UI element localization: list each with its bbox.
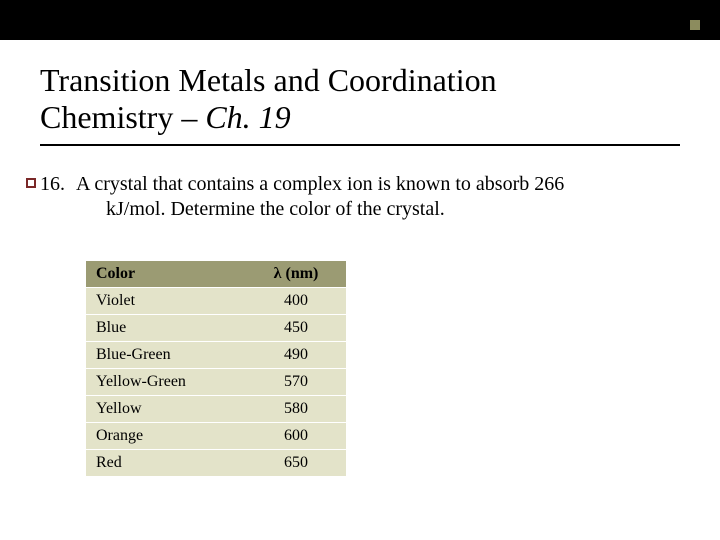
col-header-color: Color: [86, 261, 246, 288]
top-bar: [0, 0, 720, 40]
table-row: Orange 600: [86, 423, 346, 450]
table-row: Yellow-Green 570: [86, 369, 346, 396]
slide: Transition Metals and Coordination Chemi…: [0, 0, 720, 540]
accent-square-icon: [690, 20, 700, 30]
cell-lambda: 450: [246, 315, 346, 342]
title-line1: Transition Metals and Coordination: [40, 62, 497, 98]
question-marker: 16.: [40, 172, 76, 197]
table-row: Red 650: [86, 450, 346, 477]
col-header-lambda: λ (nm): [246, 261, 346, 288]
title-underline: [40, 144, 680, 146]
title-block: Transition Metals and Coordination Chemi…: [40, 62, 680, 146]
cell-lambda: 650: [246, 450, 346, 477]
question-row: 16. A crystal that contains a complex io…: [40, 172, 680, 222]
body: 16. A crystal that contains a complex io…: [40, 172, 680, 222]
color-table-wrap: Color λ (nm) Violet 400 Blue 450 Blue-Gr…: [86, 260, 346, 477]
question-number: 16.: [40, 172, 65, 197]
cell-lambda: 600: [246, 423, 346, 450]
cell-color: Violet: [86, 288, 246, 315]
cell-color: Orange: [86, 423, 246, 450]
slide-title: Transition Metals and Coordination Chemi…: [40, 62, 680, 136]
cell-lambda: 570: [246, 369, 346, 396]
color-wavelength-table: Color λ (nm) Violet 400 Blue 450 Blue-Gr…: [86, 260, 346, 477]
table-row: Violet 400: [86, 288, 346, 315]
question-line2: kJ/mol. Determine the color of the cryst…: [76, 197, 680, 222]
cell-color: Yellow: [86, 396, 246, 423]
title-line2-plain: Chemistry –: [40, 99, 205, 135]
cell-color: Blue: [86, 315, 246, 342]
table-header-row: Color λ (nm): [86, 261, 346, 288]
bullet-square-icon: [26, 178, 36, 188]
table-row: Yellow 580: [86, 396, 346, 423]
cell-color: Yellow-Green: [86, 369, 246, 396]
question-text: A crystal that contains a complex ion is…: [76, 172, 680, 222]
cell-color: Red: [86, 450, 246, 477]
cell-color: Blue-Green: [86, 342, 246, 369]
cell-lambda: 580: [246, 396, 346, 423]
table-row: Blue-Green 490: [86, 342, 346, 369]
cell-lambda: 400: [246, 288, 346, 315]
question-line1: A crystal that contains a complex ion is…: [76, 173, 564, 195]
title-line2-italic: Ch. 19: [205, 99, 290, 135]
cell-lambda: 490: [246, 342, 346, 369]
table-row: Blue 450: [86, 315, 346, 342]
